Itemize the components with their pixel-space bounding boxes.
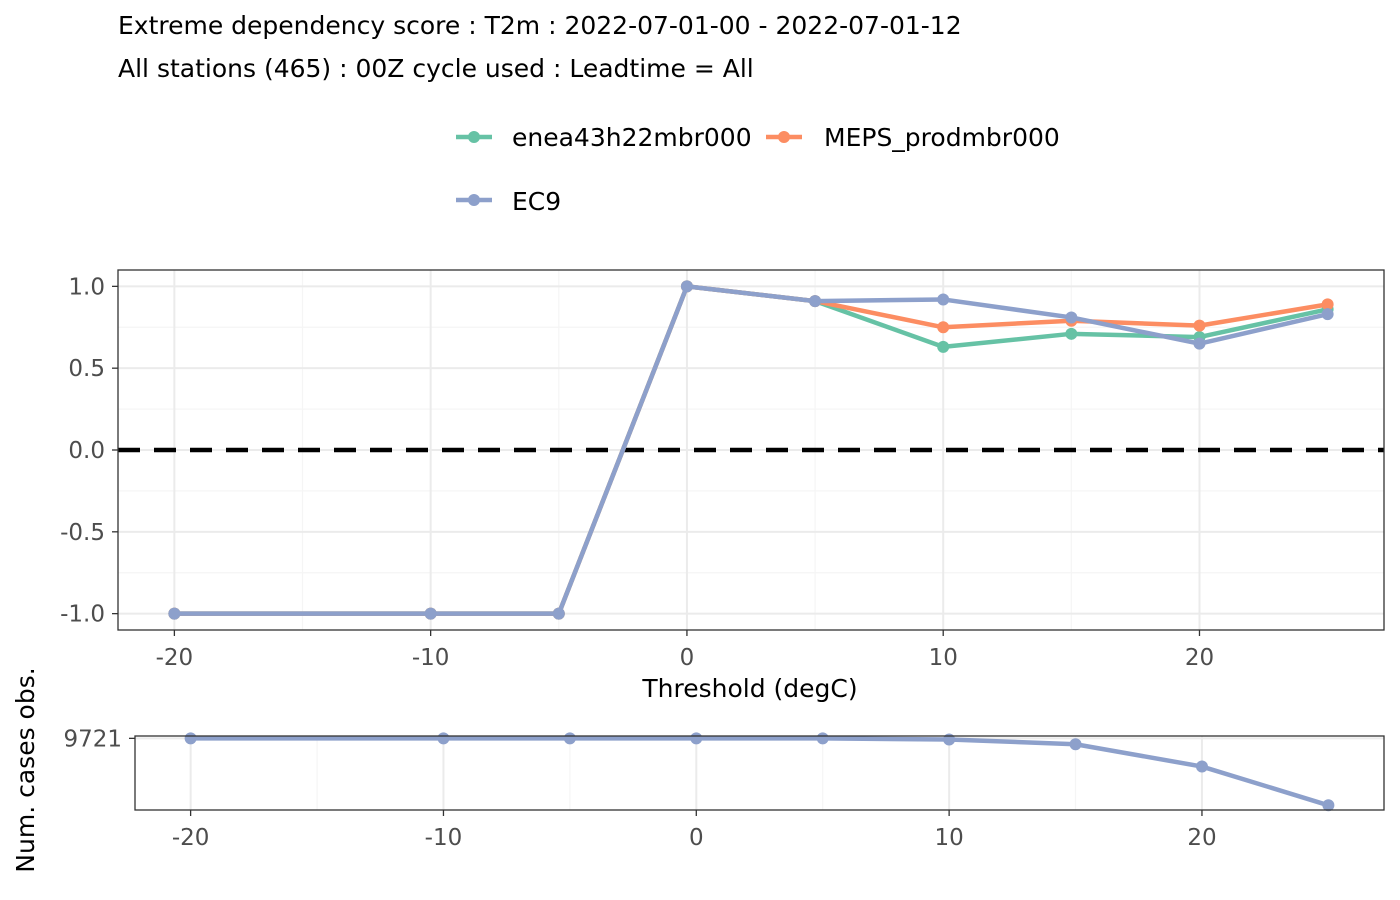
data-point-ec9: [1065, 311, 1078, 324]
data-point-meps-prodmbr000: [937, 321, 950, 334]
x-tick-label: -10: [425, 825, 463, 851]
y-tick-label: 0.5: [68, 356, 105, 382]
y-tick-label: -1.0: [60, 602, 105, 628]
data-point-ec9: [437, 732, 450, 745]
data-point-ec9: [809, 295, 822, 308]
data-point-meps-prodmbr000: [1193, 319, 1206, 332]
data-point-ec9: [680, 280, 693, 293]
panel-background: [135, 736, 1384, 810]
count-plot-panel: -20 -10 0 10 20 9721: [63, 726, 1385, 851]
x-tick-label: 20: [1185, 645, 1214, 671]
data-point-ec9: [168, 607, 181, 620]
legend-label-ec9: EC9: [512, 187, 561, 216]
data-point-ec9: [1321, 308, 1334, 321]
data-point-ec9: [690, 732, 703, 745]
legend-label-enea43h22mbr000: enea43h22mbr000: [512, 123, 752, 152]
data-point-meps-prodmbr000: [1321, 298, 1334, 311]
x-tick-label: -20: [156, 645, 194, 671]
y-tick-label: 1.0: [68, 274, 105, 300]
data-point-ec9: [1195, 760, 1208, 773]
data-point-ec9: [552, 607, 565, 620]
data-point-ec9: [424, 607, 437, 620]
x-tick-label: 10: [934, 825, 963, 851]
x-tick-label: 10: [929, 645, 958, 671]
data-point-ec9: [1322, 799, 1335, 812]
main-plot-panel: -20 -10 0 10 20 1.0 0.5 0.0 -0.5 -1.0: [60, 269, 1385, 671]
x-tick-label: 20: [1187, 825, 1216, 851]
x-tick-label: -20: [172, 825, 210, 851]
x-tick-label: 0: [689, 825, 704, 851]
chart-title: Extreme dependency score : T2m : 2022-07…: [118, 11, 962, 40]
y-tick-label: -0.5: [60, 520, 105, 546]
legend-item-enea43h22mbr000: enea43h22mbr000: [456, 123, 752, 152]
legend-item-ec9: EC9: [456, 187, 561, 216]
data-point-enea43h22mbr000: [937, 340, 950, 353]
x-axis-title: Threshold (degC): [641, 674, 857, 703]
y-tick-label: 0.0: [68, 438, 105, 464]
x-tick-label: -10: [412, 645, 450, 671]
data-point-ec9: [816, 732, 829, 745]
y-tick-label: 9721: [63, 726, 122, 752]
legend-label-meps-prodmbr000: MEPS_prodmbr000: [824, 123, 1060, 152]
panel-border: [134, 735, 1385, 811]
legend-item-meps-prodmbr000: MEPS_prodmbr000: [766, 123, 1060, 152]
data-point-ec9: [1069, 738, 1082, 751]
chart-subtitle: All stations (465) : 00Z cycle used : Le…: [118, 54, 754, 83]
data-point-ec9: [1193, 337, 1206, 350]
data-point-enea43h22mbr000: [1065, 327, 1078, 340]
data-point-ec9: [184, 732, 197, 745]
x-tick-label: 0: [680, 645, 695, 671]
legend: enea43h22mbr000 MEPS_prodmbr000 EC9: [456, 123, 1060, 216]
data-point-ec9: [943, 733, 956, 746]
data-point-ec9: [937, 293, 950, 306]
count-y-axis-title: Num. cases obs.: [11, 667, 40, 872]
data-point-ec9: [563, 732, 576, 745]
